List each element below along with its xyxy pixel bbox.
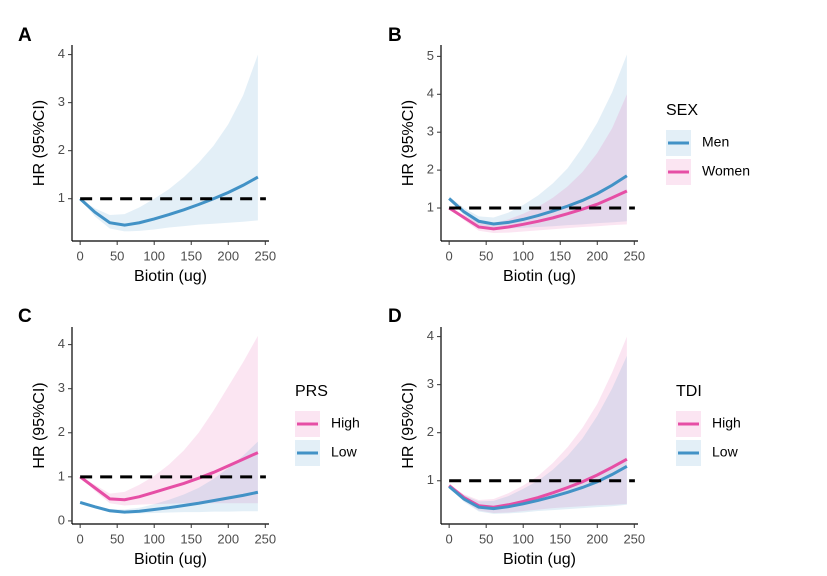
hr-line xyxy=(79,175,259,227)
x-tick-label: 200 xyxy=(217,248,239,263)
y-axis-title: HR (95%CI) xyxy=(31,100,48,186)
x-tick-label: 200 xyxy=(586,531,608,546)
x-tick-label: 50 xyxy=(110,248,124,263)
y-tick-label: 4 xyxy=(427,86,434,101)
y-tick-label: 2 xyxy=(58,424,65,439)
legend-label: Low xyxy=(712,444,739,460)
x-tick-label: 150 xyxy=(549,248,571,263)
y-tick-label: 0 xyxy=(58,512,65,527)
hr-line xyxy=(79,490,259,514)
x-tick-label: 150 xyxy=(549,531,571,546)
x-tick-label: 100 xyxy=(143,248,165,263)
ci-band xyxy=(449,336,627,513)
x-tick-label: 100 xyxy=(512,248,534,263)
ci-band xyxy=(449,54,627,229)
x-axis-title: Biotin (ug) xyxy=(503,268,576,285)
ci-band xyxy=(80,54,258,232)
hr-line xyxy=(448,174,628,226)
ci-band xyxy=(449,94,627,234)
legend-label: Men xyxy=(702,134,729,150)
y-tick-label: 2 xyxy=(427,162,434,177)
y-tick-label: 3 xyxy=(58,94,65,109)
x-tick-label: 250 xyxy=(623,248,645,263)
x-tick-label: 250 xyxy=(254,531,276,546)
x-tick-label: 0 xyxy=(77,531,84,546)
panel-label: D xyxy=(388,306,402,327)
x-tick-label: 250 xyxy=(254,248,276,263)
hr-line xyxy=(448,189,628,231)
ci-band xyxy=(449,355,627,514)
x-tick-label: 250 xyxy=(623,531,645,546)
panel-label: C xyxy=(18,306,32,327)
legend-title: SEX xyxy=(666,102,698,119)
legend-title: TDI xyxy=(676,383,702,400)
x-tick-label: 50 xyxy=(479,531,493,546)
legend-label: Women xyxy=(702,163,750,179)
x-tick-label: 50 xyxy=(479,248,493,263)
x-tick-label: 0 xyxy=(446,531,453,546)
y-axis-title: HR (95%CI) xyxy=(31,382,48,468)
y-axis-title: HR (95%CI) xyxy=(400,100,417,186)
x-axis-title: Biotin (ug) xyxy=(503,551,576,568)
y-tick-label: 4 xyxy=(427,328,434,343)
x-tick-label: 100 xyxy=(143,531,165,546)
y-tick-label: 2 xyxy=(58,142,65,157)
x-tick-label: 150 xyxy=(180,248,202,263)
y-tick-label: 4 xyxy=(58,336,65,351)
x-axis-title: Biotin (ug) xyxy=(134,551,207,568)
ci-band xyxy=(80,441,258,514)
legend-label: High xyxy=(331,415,360,431)
y-tick-label: 3 xyxy=(427,376,434,391)
y-tick-label: 1 xyxy=(427,199,434,214)
x-axis-title: Biotin (ug) xyxy=(134,268,207,285)
legend-label: Low xyxy=(331,444,358,460)
ci-band xyxy=(80,335,258,506)
y-tick-label: 2 xyxy=(427,424,434,439)
x-tick-label: 0 xyxy=(77,248,84,263)
y-tick-label: 3 xyxy=(58,380,65,395)
legend-label: High xyxy=(712,415,741,431)
x-tick-label: 200 xyxy=(217,531,239,546)
x-tick-label: 100 xyxy=(512,531,534,546)
y-tick-label: 3 xyxy=(427,124,434,139)
x-tick-label: 50 xyxy=(110,531,124,546)
y-tick-label: 1 xyxy=(58,468,65,483)
x-tick-label: 0 xyxy=(446,248,453,263)
x-tick-label: 150 xyxy=(180,531,202,546)
legend-title: PRS xyxy=(295,383,328,400)
panel-label: B xyxy=(388,25,402,46)
y-tick-label: 5 xyxy=(427,48,434,63)
y-tick-label: 1 xyxy=(427,472,434,487)
y-axis-title: HR (95%CI) xyxy=(400,382,417,468)
y-tick-label: 4 xyxy=(58,46,65,61)
hr-line xyxy=(79,451,259,502)
x-tick-label: 200 xyxy=(586,248,608,263)
y-tick-label: 1 xyxy=(58,190,65,205)
panel-label: A xyxy=(18,25,32,46)
